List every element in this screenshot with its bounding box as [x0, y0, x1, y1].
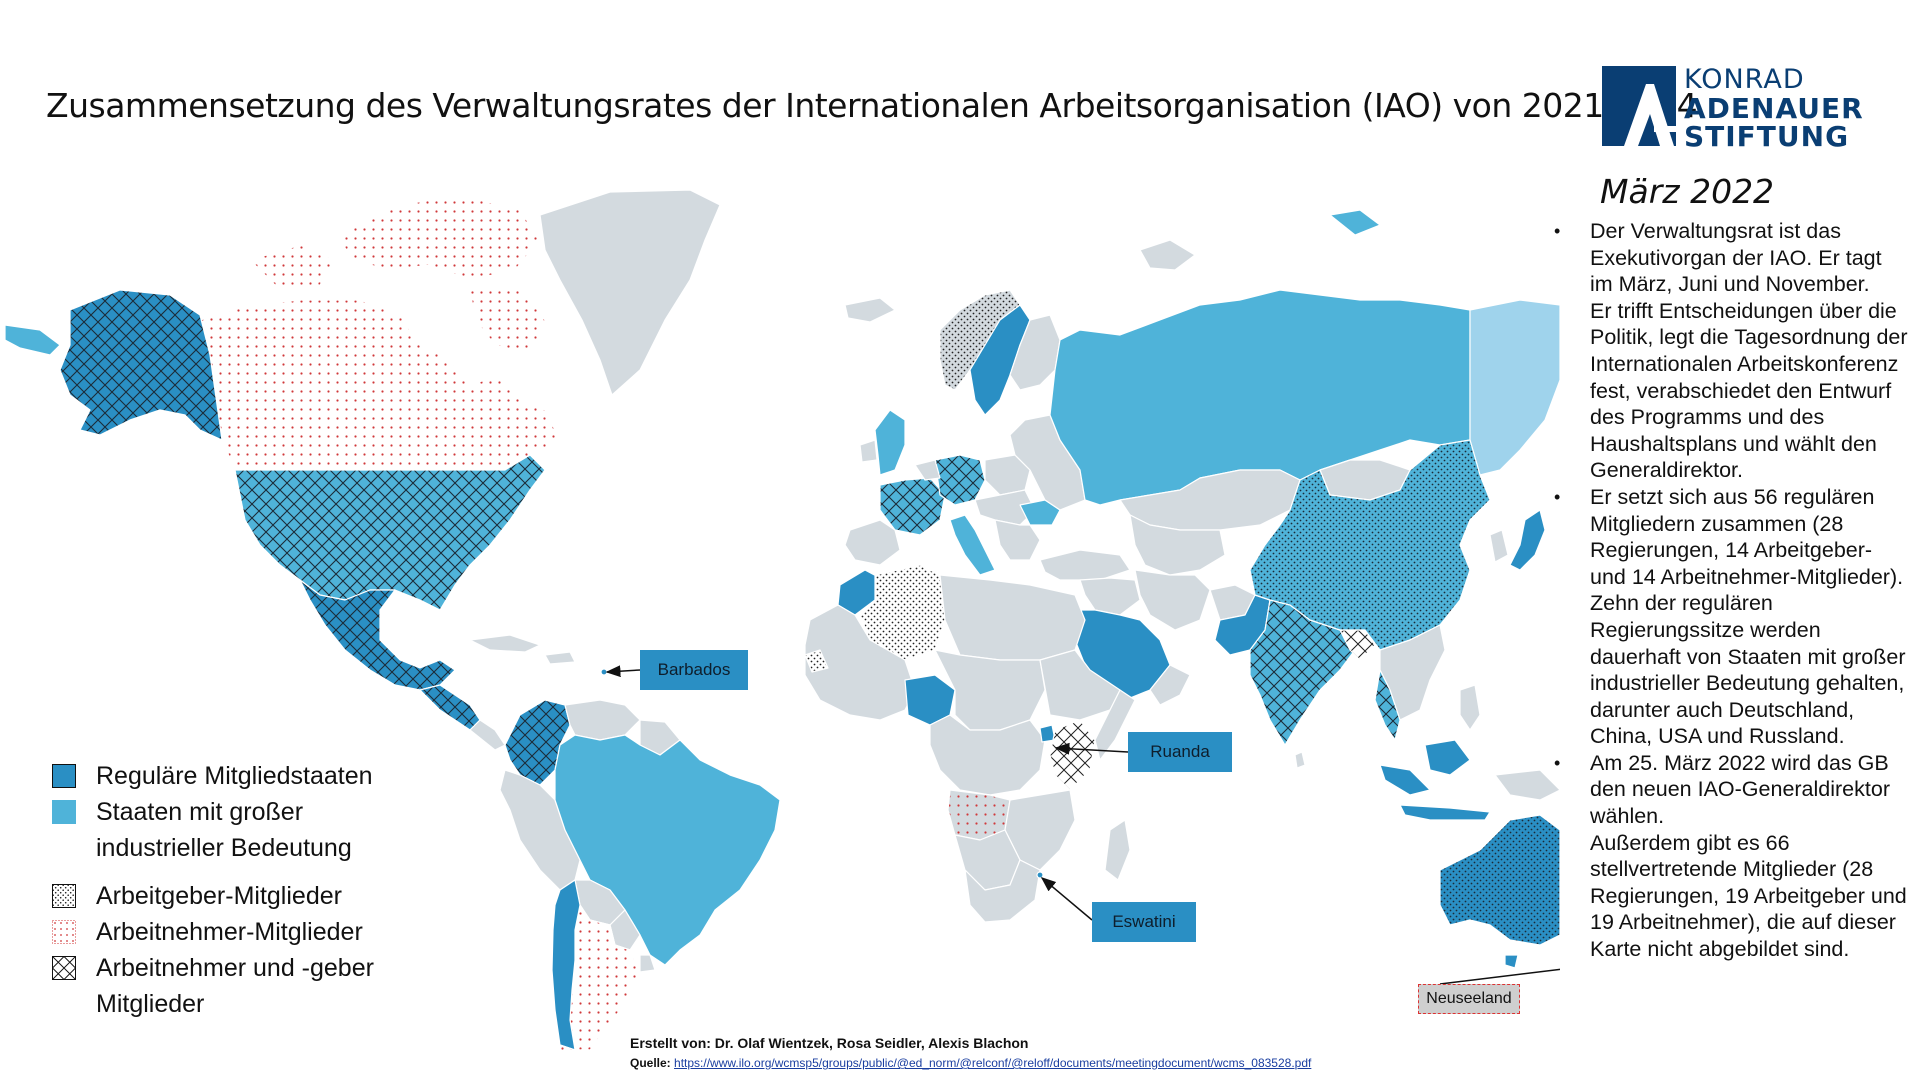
- japan: [1510, 510, 1545, 570]
- legend-label-employer: Arbeitgeber-Mitglieder: [96, 878, 342, 914]
- map-title: Zusammensetzung des Verwaltungsrates der…: [46, 86, 1697, 125]
- legend-label-regular: Reguläre Mitgliedstaaten: [96, 758, 373, 794]
- central-america: [420, 685, 480, 730]
- korea: [1490, 530, 1508, 562]
- callout-eswatini: Eswatini: [1092, 902, 1196, 942]
- bullet-item: • Am 25. März 2022 wird das GB den neuen …: [1548, 750, 1908, 830]
- hispaniola: [545, 652, 575, 664]
- source-label: Quelle:: [630, 1056, 671, 1070]
- baffin-island: [470, 285, 545, 355]
- uk: [875, 410, 905, 475]
- madagascar: [1105, 820, 1130, 880]
- legend-label-industrial-2: industrieller Bedeutung: [96, 830, 352, 866]
- indonesia-3: [1400, 805, 1490, 820]
- legend-swatch-both: [52, 956, 76, 980]
- italy: [950, 515, 995, 575]
- indonesia-2: [1425, 740, 1470, 775]
- bullet-text: Er trifft Entscheidungen über die Politi…: [1590, 299, 1908, 483]
- cuba: [470, 635, 540, 652]
- source-line: Quelle: https://www.ilo.org/wcmsp5/group…: [630, 1056, 1311, 1070]
- balkans: [995, 520, 1040, 560]
- legend-label-industrial-1: Staaten mit großer: [96, 794, 303, 830]
- bullet-item: •Er trifft Entscheidungen über die Polit…: [1548, 298, 1908, 484]
- logo-mark-icon: [1602, 66, 1676, 146]
- legend-swatch-worker: [52, 920, 76, 944]
- ireland: [860, 440, 877, 462]
- bullet-item: •Außerdem gibt es 66 stellvertretende Mi…: [1548, 830, 1908, 963]
- iberia: [845, 520, 900, 565]
- turkey: [1040, 550, 1130, 580]
- benelux: [915, 460, 940, 480]
- alaska: [60, 290, 222, 440]
- eswatini-arrow: [1042, 878, 1092, 920]
- arctic-islands-russia-2: [1330, 210, 1380, 235]
- iran: [1135, 570, 1210, 630]
- date-label: März 2022: [1600, 172, 1774, 211]
- bullet-item: • Der Verwaltungsrat ist das Exekutivorga…: [1548, 218, 1908, 298]
- indonesia-1: [1380, 765, 1430, 795]
- barbados-arrow: [607, 670, 640, 672]
- bullet-text: Der Verwaltungsrat ist das Exekutivorgan…: [1590, 219, 1882, 296]
- bullet-text: Er setzt sich aus 56 regulären Mitgliede…: [1590, 485, 1906, 748]
- callout-barbados: Barbados: [640, 650, 748, 690]
- logo-text-line1: KONRAD: [1684, 64, 1805, 95]
- central-america-south: [470, 720, 505, 750]
- greenland: [540, 190, 720, 395]
- russia-far-east: [1470, 300, 1560, 475]
- libya-egypt: [940, 575, 1085, 660]
- venezuela: [565, 700, 640, 740]
- tasmania: [1505, 955, 1518, 968]
- philippines: [1460, 685, 1480, 730]
- legend-label-both-2: Mitglieder: [96, 986, 204, 1022]
- barbados-marker: [601, 669, 607, 675]
- credit-line: Erstellt von: Dr. Olaf Wientzek, Rosa Se…: [630, 1035, 1028, 1051]
- legend-label-both-1: Arbeitnehmer und -geber: [96, 950, 374, 986]
- legend-label-worker: Arbeitnehmer-Mitglieder: [96, 914, 363, 950]
- bullet-text: Am 25. März 2022 wird das GB den neuen I…: [1590, 751, 1890, 828]
- legend-swatch-industrial: [52, 800, 76, 824]
- callout-ruanda: Ruanda: [1128, 732, 1232, 772]
- kenya-tanzania: [1050, 720, 1095, 790]
- new-guinea: [1495, 770, 1560, 800]
- usa: [235, 455, 545, 610]
- info-bullet-list: • Der Verwaltungsrat ist das Exekutivorga…: [1548, 218, 1908, 963]
- bullet-item: • Er setzt sich aus 56 regulären Mitglied…: [1548, 484, 1908, 750]
- neuseeland-arrow: [1440, 967, 1560, 984]
- canada-arctic-islands-2: [250, 245, 335, 290]
- sri-lanka: [1295, 752, 1305, 768]
- arctic-islands-russia: [1140, 240, 1195, 270]
- legend-swatch-regular: [52, 764, 76, 788]
- australia: [1440, 815, 1560, 945]
- canada-arctic-islands: [340, 195, 540, 280]
- iceland: [845, 298, 895, 322]
- legend-swatch-employer: [52, 884, 76, 908]
- callout-neuseeland: Neuseeland: [1418, 984, 1520, 1014]
- logo-text-line3: STIFTUNG: [1684, 120, 1849, 153]
- aleutians: [5, 325, 60, 355]
- eswatini-marker: [1037, 872, 1043, 878]
- source-link[interactable]: https://www.ilo.org/wcmsp5/groups/public…: [674, 1056, 1311, 1070]
- bullet-text: Außerdem gibt es 66 stellvertretende Mit…: [1590, 831, 1907, 961]
- kas-logo: KONRAD ADENAUER STIFTUNG: [1602, 66, 1892, 156]
